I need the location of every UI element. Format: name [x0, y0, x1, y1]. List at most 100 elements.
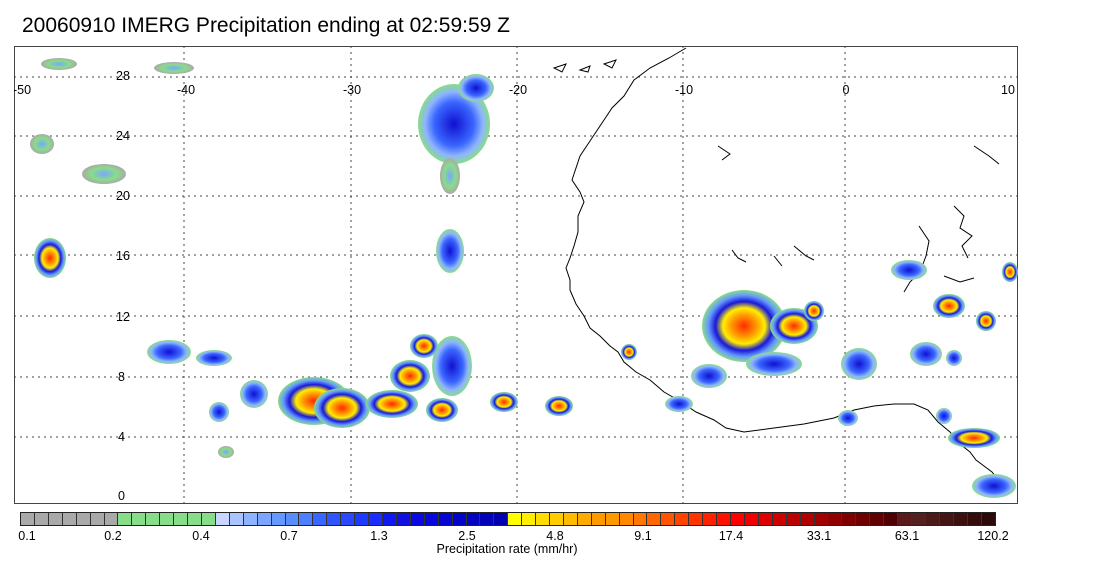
- colorbar-swatch: [870, 513, 885, 525]
- colorbar-tick-label: 9.1: [634, 529, 652, 543]
- colorbar-swatch: [243, 513, 258, 525]
- colorbar-swatch: [786, 513, 801, 525]
- colorbar-tick-label: 0.2: [104, 529, 122, 543]
- colorbar-swatch: [424, 513, 439, 525]
- colorbar-swatch: [884, 513, 899, 525]
- lon-tick-label: -30: [343, 83, 361, 97]
- colorbar-tick-label: 2.5: [458, 529, 476, 543]
- lat-tick-label: 16: [116, 249, 130, 263]
- colorbar-swatch: [62, 513, 77, 525]
- colorbar-swatch: [898, 513, 912, 525]
- precipitation-map: -50 -40 -30 -20 -10 0 10 28 24 20 16 12 …: [14, 46, 1018, 504]
- colorbar-swatch: [925, 513, 940, 525]
- colorbar-swatch: [480, 513, 495, 525]
- colorbar-title: Precipitation rate (mm/hr): [436, 542, 578, 556]
- colorbar-swatch: [188, 513, 202, 525]
- colorbar-swatch: [647, 513, 662, 525]
- colorbar-swatch: [577, 513, 592, 525]
- lon-tick-labels: -50 -40 -30 -20 -10 0 10: [14, 83, 1015, 97]
- colorbar-swatch: [452, 513, 467, 525]
- lat-tick-label: 12: [116, 310, 130, 324]
- map-border: [14, 46, 1018, 504]
- colorbar-swatch: [355, 513, 370, 525]
- colorbar-swatch: [201, 513, 216, 525]
- colorbar-swatch: [118, 513, 133, 525]
- colorbar-swatch: [591, 513, 606, 525]
- colorbar-swatch: [76, 513, 91, 525]
- lat-tick-label: 8: [118, 370, 125, 384]
- colorbar-swatch: [633, 513, 648, 525]
- colorbar-swatch: [299, 513, 314, 525]
- map-title: 20060910 IMERG Precipitation ending at 0…: [22, 14, 510, 37]
- map-canvas: -50 -40 -30 -20 -10 0 10 28 24 20 16 12 …: [14, 46, 1018, 504]
- colorbar-tick-label: 4.8: [546, 529, 564, 543]
- lon-tick-label: -50: [14, 83, 31, 97]
- colorbar-tick-label: 120.2: [977, 529, 1009, 543]
- colorbar-swatch: [563, 513, 578, 525]
- colorbar-swatch: [271, 513, 286, 525]
- lat-tick-label: 4: [118, 430, 125, 444]
- colorbar-swatch: [382, 513, 397, 525]
- coastline-islands: [552, 59, 617, 73]
- colorbar-swatch: [104, 513, 119, 525]
- colorbar-swatch: [981, 513, 995, 525]
- colorbar-swatch: [605, 513, 620, 525]
- colorbar-swatch: [661, 513, 676, 525]
- lon-tick-label: -40: [177, 83, 195, 97]
- colorbar-tick-label: 17.4: [718, 529, 744, 543]
- colorbar-swatch: [856, 513, 871, 525]
- colorbar-swatch: [967, 513, 982, 525]
- colorbar-swatch: [90, 513, 105, 525]
- colorbar-swatch: [132, 513, 147, 525]
- colorbar-swatch: [912, 513, 926, 525]
- colorbar-tick-label: 33.1: [806, 529, 832, 543]
- colorbar-swatch: [758, 513, 773, 525]
- colorbar-swatch: [689, 513, 704, 525]
- colorbar-swatch: [466, 513, 481, 525]
- colorbar-swatch: [731, 513, 745, 525]
- colorbar: [20, 512, 996, 526]
- colorbar-swatch: [939, 513, 954, 525]
- lon-tick-label: -20: [509, 83, 527, 97]
- colorbar-tick-label: 0.4: [192, 529, 210, 543]
- lat-tick-label: 28: [116, 69, 130, 83]
- colorbar-swatch: [703, 513, 718, 525]
- colorbar-swatch: [536, 513, 551, 525]
- colorbar-swatch: [508, 513, 523, 525]
- colorbar-swatch: [842, 513, 857, 525]
- colorbar-swatch: [675, 513, 690, 525]
- inland-water: [717, 145, 1000, 293]
- colorbar-swatch: [48, 513, 63, 525]
- lon-tick-label: 10: [1001, 83, 1015, 97]
- precipitation-cells: [30, 58, 1018, 498]
- colorbar-swatch: [174, 513, 189, 525]
- colorbar-tick-label: 63.1: [894, 529, 920, 543]
- colorbar-swatch: [396, 513, 411, 525]
- lat-tick-labels: 28 24 20 16 12 8 4 0: [116, 69, 130, 503]
- colorbar-swatch: [814, 513, 829, 525]
- colorbar-swatch: [146, 513, 161, 525]
- colorbar-swatch: [800, 513, 815, 525]
- colorbar-swatch: [327, 513, 342, 525]
- colorbar-swatch: [285, 513, 300, 525]
- lat-tick-label: 20: [116, 189, 130, 203]
- graticule: [14, 46, 1018, 504]
- lon-tick-label: -10: [675, 83, 693, 97]
- colorbar-swatch: [313, 513, 328, 525]
- lat-tick-label: 0: [118, 489, 125, 503]
- colorbar-swatch: [744, 513, 759, 525]
- coastline-west-africa: [565, 47, 1009, 495]
- colorbar-swatch: [215, 513, 230, 525]
- colorbar-swatch: [369, 513, 383, 525]
- colorbar-tick-label: 0.1: [18, 529, 36, 543]
- colorbar-swatch: [257, 513, 272, 525]
- colorbar-swatch: [410, 513, 425, 525]
- colorbar-swatch: [619, 513, 634, 525]
- colorbar-swatch: [21, 513, 35, 525]
- colorbar-swatch: [494, 513, 509, 525]
- colorbar-swatch: [438, 513, 453, 525]
- lon-tick-label: 0: [843, 83, 850, 97]
- colorbar-tick-label: 1.3: [370, 529, 388, 543]
- colorbar-swatch: [160, 513, 175, 525]
- colorbar-swatch: [772, 513, 787, 525]
